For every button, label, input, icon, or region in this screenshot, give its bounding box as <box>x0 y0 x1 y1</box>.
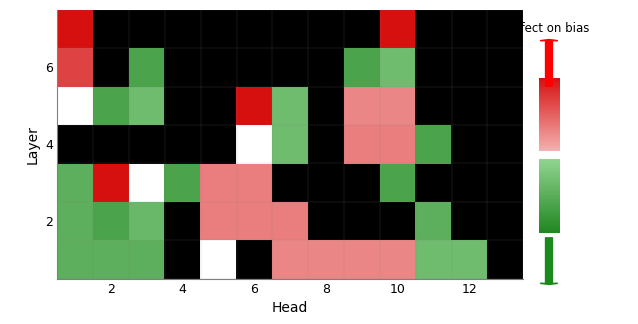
Text: Effect on bias: Effect on bias <box>509 22 589 35</box>
X-axis label: Head: Head <box>272 301 309 315</box>
Y-axis label: Layer: Layer <box>26 125 40 164</box>
